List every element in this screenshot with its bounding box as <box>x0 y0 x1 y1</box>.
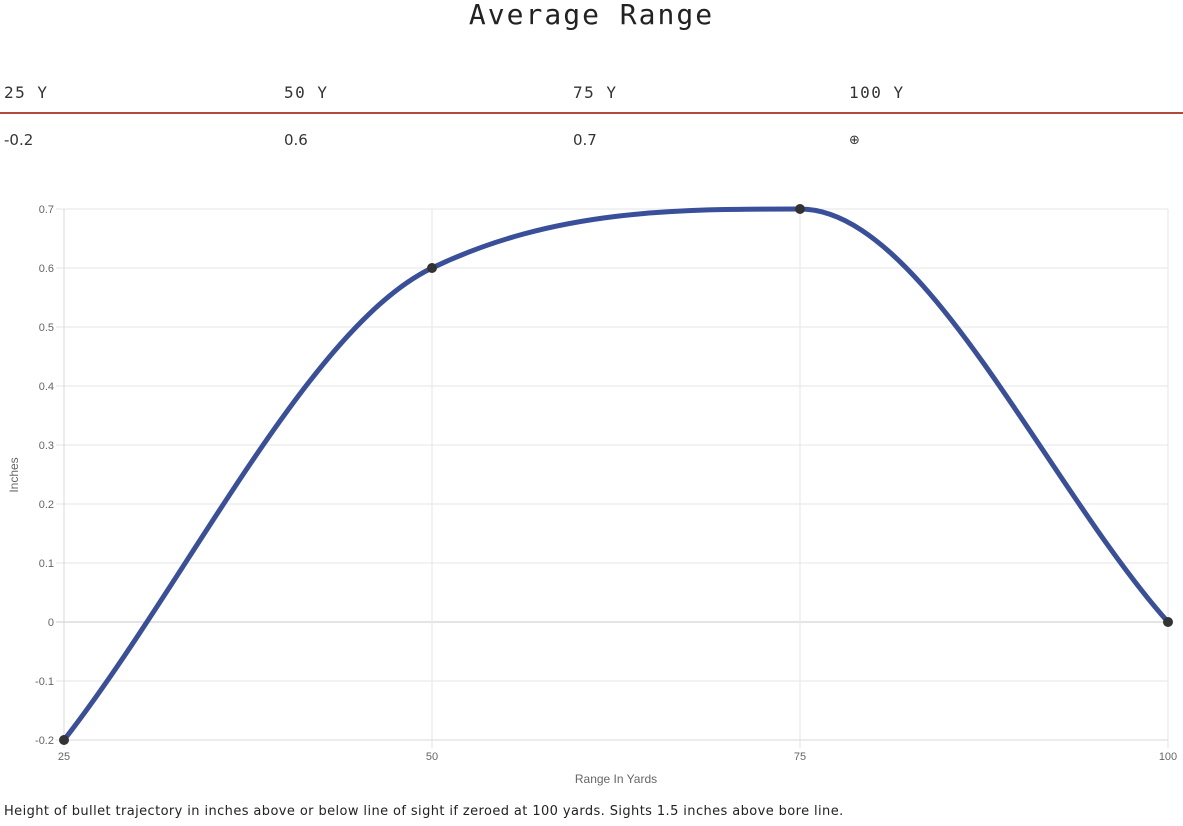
range-table: 25 Y 50 Y 75 Y 100 Y -0.2 0.6 0.7 ⊕ <box>0 78 1183 158</box>
data-point <box>59 735 69 745</box>
y-tick-label: 0.5 <box>39 322 54 334</box>
range-header-75: 75 Y <box>573 83 618 102</box>
data-point <box>795 204 805 214</box>
trajectory-chart: 0.7 0.6 0.5 0.4 0.3 0.2 0.1 0 -0.1 -0.2 25 50 75 100… <box>7 204 1177 786</box>
y-tick-label: 0.3 <box>39 440 54 452</box>
x-axis-label: Range In Yards <box>575 772 657 786</box>
y-tick-label: -0.2 <box>35 735 54 747</box>
y-tick-label: 0.7 <box>39 204 54 216</box>
x-tick-label: 50 <box>426 751 438 763</box>
y-tick-label: 0.6 <box>39 263 54 275</box>
range-value-75: 0.7 <box>573 131 597 149</box>
y-tick-labels: 0.7 0.6 0.5 0.4 0.3 0.2 0.1 0 -0.1 -0.2 <box>35 204 54 747</box>
range-header-50: 50 Y <box>284 83 329 102</box>
range-value-25: -0.2 <box>4 131 34 149</box>
data-point <box>427 263 437 273</box>
range-value-50: 0.6 <box>284 131 308 149</box>
x-tick-label: 25 <box>58 751 70 763</box>
data-point <box>1163 617 1173 627</box>
x-tick-label: 75 <box>794 751 806 763</box>
series-line <box>61 206 1171 743</box>
y-tick-label: -0.1 <box>35 676 54 688</box>
range-header-100: 100 Y <box>849 83 905 102</box>
y-tick-label: 0 <box>48 617 54 629</box>
y-tick-label: 0.1 <box>39 558 54 570</box>
y-tick-label: 0.2 <box>39 499 54 511</box>
table-divider <box>0 112 1183 114</box>
page-title: Average Range <box>468 0 715 31</box>
zero-crosshair-icon: ⊕ <box>849 133 860 148</box>
y-tick-label: 0.4 <box>39 381 54 393</box>
x-tick-label: 100 <box>1159 751 1177 763</box>
y-axis-label: Inches <box>7 457 21 492</box>
chart-footnote: Height of bullet trajectory in inches ab… <box>4 804 844 819</box>
x-tick-labels: 25 50 75 100 <box>58 751 1177 763</box>
chart-grid <box>56 208 1169 748</box>
data-points <box>59 204 1173 745</box>
range-header-25: 25 Y <box>4 83 49 102</box>
